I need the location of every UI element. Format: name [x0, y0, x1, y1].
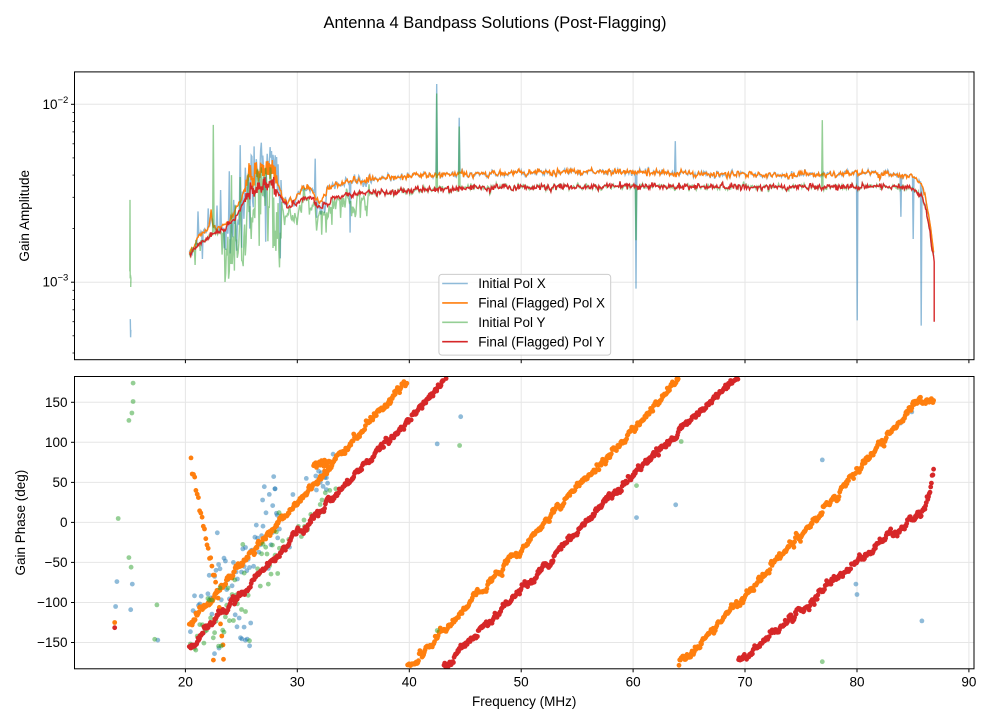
svg-text:60: 60 — [626, 674, 641, 689]
svg-text:−100: −100 — [37, 595, 67, 610]
svg-text:30: 30 — [290, 674, 305, 689]
svg-text:50: 50 — [52, 475, 67, 490]
svg-text:10: 10 — [43, 97, 58, 112]
svg-text:20: 20 — [178, 674, 193, 689]
svg-text:70: 70 — [737, 674, 752, 689]
svg-text:−3: −3 — [58, 273, 69, 284]
svg-text:Initial Pol Y: Initial Pol Y — [478, 315, 545, 330]
svg-text:−150: −150 — [37, 635, 67, 650]
svg-text:40: 40 — [402, 674, 417, 689]
svg-text:10: 10 — [43, 275, 58, 290]
svg-text:Gain Amplitude: Gain Amplitude — [17, 170, 32, 262]
svg-text:150: 150 — [45, 395, 68, 410]
svg-text:Frequency (MHz): Frequency (MHz) — [472, 694, 576, 709]
svg-text:−50: −50 — [45, 555, 68, 570]
svg-text:−2: −2 — [58, 95, 69, 106]
svg-text:50: 50 — [514, 674, 529, 689]
svg-text:Gain Phase (deg): Gain Phase (deg) — [13, 470, 28, 576]
svg-text:90: 90 — [961, 674, 976, 689]
svg-text:100: 100 — [45, 435, 68, 450]
svg-text:80: 80 — [849, 674, 864, 689]
svg-text:0: 0 — [60, 515, 68, 530]
svg-text:Final (Flagged) Pol Y: Final (Flagged) Pol Y — [478, 334, 605, 349]
svg-text:Antenna 4 Bandpass Solutions (: Antenna 4 Bandpass Solutions (Post-Flagg… — [323, 14, 666, 32]
svg-text:Initial Pol X: Initial Pol X — [478, 276, 546, 291]
svg-text:Final (Flagged) Pol X: Final (Flagged) Pol X — [478, 296, 605, 311]
